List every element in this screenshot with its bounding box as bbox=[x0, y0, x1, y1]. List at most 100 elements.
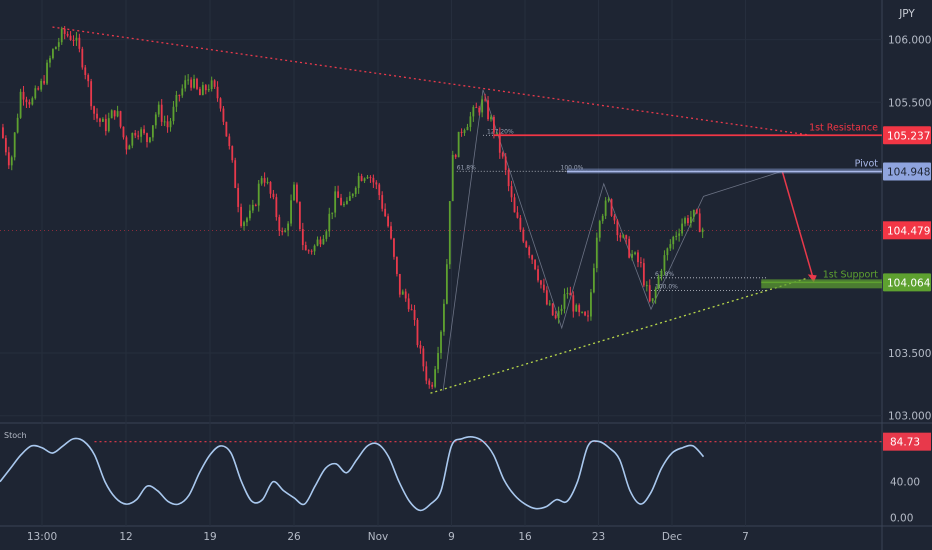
candle-body bbox=[640, 262, 642, 264]
candle-body bbox=[654, 288, 657, 299]
candle-body bbox=[178, 94, 181, 96]
candle-body bbox=[196, 78, 198, 89]
candle-body bbox=[648, 285, 651, 302]
candle-body bbox=[337, 191, 340, 198]
candle-body bbox=[487, 100, 489, 120]
candle-body bbox=[154, 114, 157, 126]
price-tick-label: 106.000 bbox=[888, 35, 931, 47]
candle-body bbox=[125, 137, 128, 150]
candle-body bbox=[331, 212, 334, 214]
candle-body bbox=[351, 193, 354, 197]
candle-body bbox=[572, 295, 575, 312]
candle-body bbox=[516, 212, 519, 218]
candle-body bbox=[116, 111, 119, 117]
candle-body bbox=[34, 88, 37, 99]
time-tick-label: Nov bbox=[368, 531, 389, 543]
candle-body bbox=[672, 236, 675, 245]
candle-body bbox=[534, 259, 536, 270]
candle-body bbox=[172, 106, 175, 122]
candle-body bbox=[537, 269, 539, 281]
candle-body bbox=[63, 28, 66, 35]
candle-body bbox=[228, 136, 231, 147]
candle-body bbox=[445, 264, 448, 304]
candle-body bbox=[625, 235, 628, 239]
candle-body bbox=[10, 157, 13, 166]
candle-body bbox=[357, 176, 360, 188]
candle-body bbox=[54, 46, 57, 50]
last-price-tag bbox=[883, 221, 931, 240]
time-tick-label: 9 bbox=[448, 531, 455, 543]
candle-body bbox=[675, 235, 678, 237]
resistance-trendline bbox=[52, 26, 809, 136]
candle-body bbox=[281, 230, 284, 233]
candle-body bbox=[395, 256, 398, 274]
candle-body bbox=[472, 107, 475, 117]
candle-body bbox=[251, 204, 254, 211]
candle-body bbox=[93, 106, 95, 114]
candle-body bbox=[545, 290, 548, 305]
candle-body bbox=[645, 285, 648, 287]
candle-body bbox=[266, 181, 269, 183]
candle-body bbox=[175, 94, 178, 107]
candle-body bbox=[601, 215, 604, 222]
candle-body bbox=[484, 99, 487, 101]
stoch-tick-label: 0.00 bbox=[890, 513, 913, 525]
candle-body bbox=[366, 177, 369, 179]
candle-body bbox=[616, 220, 619, 236]
candle-body bbox=[43, 80, 46, 84]
candle-body bbox=[478, 107, 481, 113]
candle-body bbox=[81, 48, 84, 68]
price-tick-label: 105.500 bbox=[888, 97, 931, 109]
candle-body bbox=[592, 268, 595, 293]
candle-body bbox=[246, 218, 248, 223]
pattern-lines bbox=[442, 89, 783, 391]
candle-body bbox=[137, 135, 140, 137]
candle-body bbox=[651, 298, 654, 302]
candle-body bbox=[184, 80, 187, 89]
candle-body bbox=[343, 203, 345, 206]
stoch-tick-label: 84.73 bbox=[890, 437, 920, 449]
candle-body bbox=[531, 255, 534, 260]
candle-body bbox=[52, 49, 54, 59]
candle-body bbox=[290, 200, 292, 224]
candle-body bbox=[434, 369, 437, 387]
candle-body bbox=[334, 191, 337, 213]
level-tag bbox=[883, 273, 931, 292]
candle-body bbox=[107, 118, 110, 132]
candle-body bbox=[19, 91, 22, 118]
candle-body bbox=[498, 132, 501, 153]
candle-body bbox=[113, 110, 116, 117]
candle-body bbox=[501, 152, 504, 157]
candle-body bbox=[151, 125, 154, 138]
candle-body bbox=[119, 111, 122, 127]
candle-body bbox=[413, 309, 416, 320]
candle-body bbox=[72, 40, 75, 42]
candle-body bbox=[666, 248, 669, 256]
candle-body bbox=[378, 184, 381, 196]
candle-body bbox=[243, 222, 245, 226]
candle-body bbox=[637, 252, 639, 263]
candle-body bbox=[448, 201, 451, 265]
candle-body bbox=[401, 291, 404, 295]
candle-body bbox=[87, 74, 90, 82]
candle-body bbox=[272, 193, 275, 198]
candle-body bbox=[689, 216, 692, 224]
fib-label: 100.0% bbox=[655, 283, 678, 290]
time-tick-label: 19 bbox=[203, 531, 216, 543]
candle-body bbox=[701, 229, 704, 233]
candle-body bbox=[131, 133, 134, 146]
candle-body bbox=[460, 131, 463, 133]
candle-body bbox=[554, 315, 557, 319]
time-tick-label: 16 bbox=[518, 531, 532, 543]
candle-body bbox=[2, 127, 4, 139]
candle-body bbox=[28, 101, 31, 105]
candle-body bbox=[387, 216, 389, 227]
candle-body bbox=[207, 89, 210, 91]
candle-body bbox=[451, 154, 454, 202]
candle-body bbox=[4, 138, 7, 153]
levels: 1st Resistance 105.237 Pivot 104.948 1st Sup… bbox=[0, 122, 931, 292]
candle-body bbox=[25, 99, 28, 102]
